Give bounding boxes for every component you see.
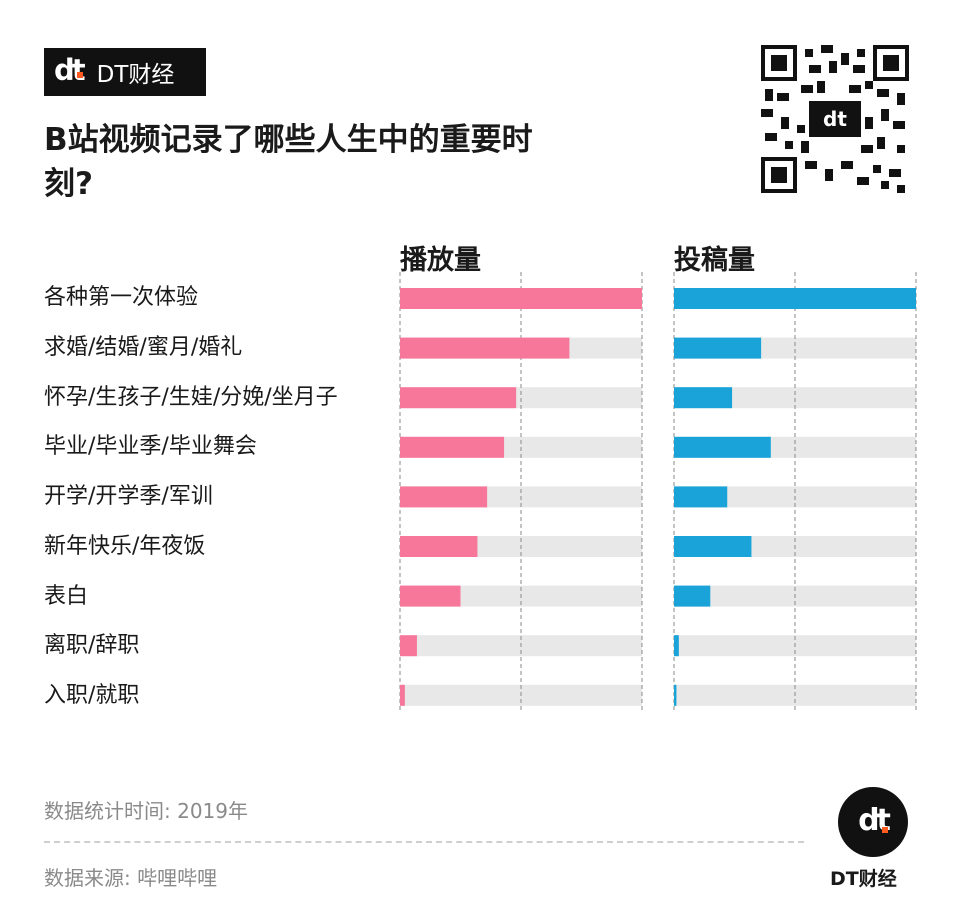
play-count-bar: [400, 684, 405, 706]
right-panel-header: 投稿量: [674, 245, 755, 276]
chart-title: B站视频记录了哪些人生中的重要时刻?: [44, 122, 533, 202]
post-count-bar: [674, 585, 711, 607]
category-label: 新年快乐/年夜饭: [44, 534, 206, 559]
brand-badge: dt DT财经: [44, 48, 206, 96]
post-count-bar: [674, 486, 728, 508]
stat-time-note: 数据统计时间: 2019年: [44, 799, 248, 823]
left-panel-header: 播放量: [400, 245, 481, 276]
post-count-bar: [674, 684, 677, 706]
footer-brand-name: DT财经: [830, 868, 897, 890]
post-count-bar: [674, 337, 762, 359]
post-count-bar: [674, 288, 916, 309]
play-count-bar: [400, 337, 570, 359]
play-count-bar: [400, 635, 417, 657]
post-count-bar: [674, 536, 752, 557]
category-label: 毕业/毕业季/毕业舞会: [44, 434, 257, 459]
footer-logo-dot: [882, 827, 888, 833]
source-note: 数据来源: 哔哩哔哩: [44, 866, 218, 890]
play-count-bar: [400, 585, 461, 607]
bar-track: [674, 387, 916, 409]
category-label: 各种第一次体验: [44, 285, 199, 310]
svg-text:dt: dt: [823, 107, 847, 131]
play-count-bar: [400, 387, 517, 409]
qr-code-icon: dt: [761, 45, 909, 193]
post-count-bar: [674, 387, 733, 409]
category-label: 怀孕/生孩子/生娃/分娩/坐月子: [44, 385, 338, 410]
footer-divider: [44, 841, 804, 843]
post-count-bar: [674, 436, 771, 458]
category-label: 开学/开学季/军训: [44, 484, 213, 509]
play-count-bar: [400, 288, 642, 309]
brand-name: DT财经: [96, 62, 175, 88]
play-count-bar: [400, 486, 488, 508]
category-label: 离职/辞职: [44, 633, 140, 658]
brand-logo-icon: dt: [54, 53, 86, 87]
category-label: 表白: [44, 584, 89, 609]
play-count-bar: [400, 536, 478, 557]
post-count-bar: [674, 635, 679, 657]
brand-logo-dot: [77, 72, 83, 78]
footer-logo-icon: dt: [838, 787, 908, 857]
category-label: 求婚/结婚/蜜月/婚礼: [44, 335, 243, 360]
play-count-bar: [400, 436, 505, 458]
category-label: 入职/就职: [44, 683, 140, 708]
